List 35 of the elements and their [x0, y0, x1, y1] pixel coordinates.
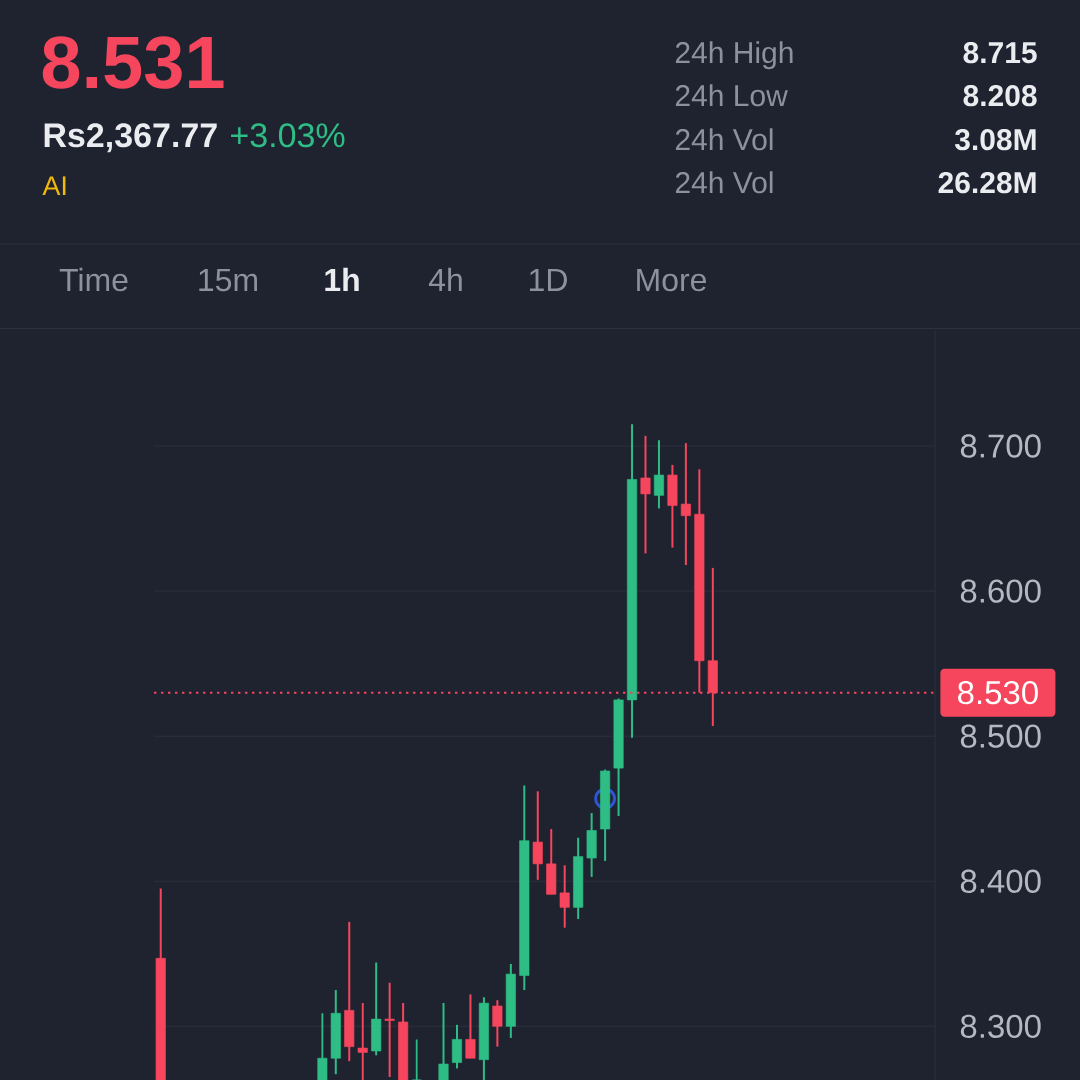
text: AI	[42, 176, 66, 195]
y-tick-label: 8.400	[960, 869, 1041, 893]
text: 1D	[530, 268, 567, 291]
candlestick	[680, 442, 691, 566]
text: 8.208	[963, 85, 1037, 107]
y-tick-label: 8.600	[960, 579, 1041, 603]
text: 24h Vol	[675, 171, 773, 194]
candlestick	[653, 439, 664, 510]
candlestick	[532, 790, 543, 881]
y-tick-label: 8.700	[960, 434, 1041, 458]
candlestick	[451, 1023, 462, 1070]
y-tick-label: 8.500	[960, 724, 1041, 748]
text: 24h Vol	[675, 128, 773, 151]
candlestick	[411, 1038, 422, 1080]
candlestick	[492, 999, 503, 1048]
text: 4h	[428, 267, 462, 291]
text: 24h Low	[675, 84, 788, 107]
y-tick-label: 8.300	[960, 1014, 1041, 1038]
text: +3.03%	[231, 123, 345, 148]
text: More	[637, 268, 707, 292]
text: 26.28M	[938, 172, 1036, 194]
text: 3.08M	[954, 129, 1036, 151]
text: Time	[59, 267, 128, 292]
text: 24h High	[675, 41, 793, 70]
candlestick	[357, 1002, 368, 1080]
text: 8.715	[963, 42, 1037, 64]
text: Rs2,367.77	[44, 123, 217, 153]
candlestick	[559, 864, 570, 929]
text: 1h	[325, 267, 359, 291]
candlestick	[465, 993, 476, 1060]
chart-title: 8.531	[42, 36, 224, 89]
candlestick	[384, 981, 395, 1079]
text: 15m	[199, 268, 257, 292]
ref-line-label: 8.530	[958, 680, 1038, 705]
candlestick	[640, 434, 651, 555]
